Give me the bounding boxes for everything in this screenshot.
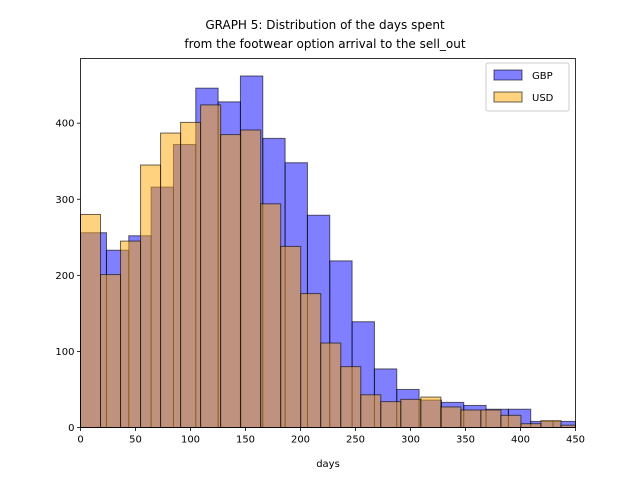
series-usd-bars — [80, 104, 576, 429]
chart-title-line-1: GRAPH 5: Distribution of the days spent — [205, 18, 445, 32]
x-tick-label: 150 — [236, 435, 255, 446]
y-axis-ticks: 0 100 200 300 400 — [55, 119, 81, 434]
bar-usd-6 — [200, 104, 222, 428]
bar-usd-16 — [400, 398, 422, 429]
bar-usd-8 — [240, 129, 262, 429]
bar-usd-18 — [440, 406, 462, 429]
x-tick-label: 250 — [346, 435, 365, 446]
bar-usd-10 — [280, 245, 302, 428]
chart-title-line-2: from the footwear option arrival to the … — [184, 37, 465, 51]
bar-usd-5 — [180, 121, 202, 429]
bar-usd-1 — [100, 274, 122, 428]
bar-usd-23 — [540, 420, 562, 429]
legend: GBP USD — [485, 62, 570, 112]
y-tick-label: 300 — [55, 195, 74, 206]
bar-usd-13 — [340, 366, 362, 429]
legend-label-usd: USD — [532, 93, 554, 104]
bar-usd-19 — [460, 409, 482, 429]
bar-usd-17 — [420, 396, 442, 429]
y-tick-label: 100 — [55, 347, 74, 358]
bar-usd-15 — [380, 401, 402, 428]
x-axis-label: days — [316, 459, 340, 470]
x-tick-label: 350 — [456, 435, 475, 446]
bar-usd-7 — [220, 134, 242, 428]
bar-usd-9 — [260, 203, 282, 428]
plot-frame — [80, 58, 576, 428]
bar-usd-12 — [320, 342, 342, 429]
y-tick-label: 0 — [68, 423, 74, 434]
x-tick-label: 50 — [129, 435, 142, 446]
bar-usd-2 — [120, 240, 142, 428]
x-tick-label: 450 — [566, 435, 585, 446]
bar-usd-3 — [140, 164, 162, 428]
bar-usd-11 — [300, 293, 322, 428]
y-tick-label: 400 — [55, 119, 74, 130]
x-tick-label: 400 — [511, 435, 530, 446]
legend-label-gbp: GBP — [532, 71, 553, 82]
x-axis-ticks: 0 50 100 150 200 250 300 350 400 450 — [77, 427, 585, 446]
legend-swatch-gbp — [493, 69, 523, 81]
y-tick-label: 200 — [55, 271, 74, 282]
bar-usd-21 — [500, 414, 522, 429]
legend-swatch-usd — [493, 91, 523, 103]
bar-usd-20 — [480, 409, 502, 429]
x-tick-label: 300 — [401, 435, 420, 446]
x-tick-label: 100 — [181, 435, 200, 446]
bar-usd-14 — [360, 394, 382, 429]
bar-usd-0 — [80, 213, 102, 428]
bar-usd-22 — [520, 423, 542, 428]
chart-title: GRAPH 5: Distribution of the days spent … — [184, 18, 465, 51]
x-tick-label: 200 — [291, 435, 310, 446]
bar-usd-4 — [160, 132, 182, 428]
x-tick-label: 0 — [77, 435, 83, 446]
